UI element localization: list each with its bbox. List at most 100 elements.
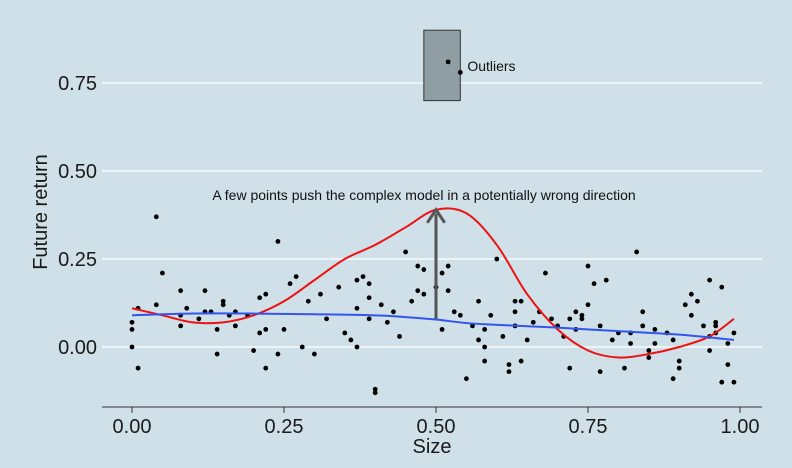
data-point (652, 341, 658, 346)
data-point (713, 319, 719, 325)
data-point (652, 327, 658, 332)
data-point (470, 323, 475, 329)
outlier-box (423, 29, 461, 102)
data-point (567, 316, 573, 322)
y-tick-label: 0.50 (58, 161, 97, 183)
data-point (220, 302, 226, 308)
data-point (160, 270, 165, 276)
data-point (579, 316, 585, 322)
data-point (403, 249, 408, 255)
data-point (287, 281, 293, 287)
data-point (719, 284, 725, 290)
data-point (670, 376, 676, 382)
data-point (482, 327, 488, 332)
data-point (628, 341, 633, 346)
data-point (366, 281, 372, 287)
x-tick-label: 0.50 (417, 416, 456, 438)
data-point (372, 390, 378, 396)
arrow-annotation-label: A few points push the complex model in a… (212, 187, 635, 203)
data-point (500, 334, 506, 339)
data-point (482, 344, 488, 350)
data-point (543, 270, 548, 276)
data-point (232, 323, 238, 329)
data-point (701, 323, 706, 329)
data-point (299, 344, 305, 350)
data-point (257, 295, 263, 301)
data-point (622, 365, 627, 371)
data-point (457, 312, 463, 318)
data-point (135, 365, 141, 371)
data-point (695, 298, 700, 304)
data-point (688, 312, 694, 318)
data-point (476, 337, 481, 343)
data-point (512, 309, 518, 315)
data-point (445, 288, 451, 294)
data-point (567, 365, 573, 371)
x-tick-label: 0.75 (569, 416, 608, 438)
data-point (457, 70, 463, 75)
data-point (129, 319, 135, 325)
data-point (482, 358, 488, 364)
data-point (646, 348, 652, 353)
complex-model-line (131, 207, 735, 359)
data-point (129, 327, 135, 332)
data-point (275, 351, 281, 357)
data-point (275, 239, 281, 244)
y-tick-label: 0.00 (58, 337, 97, 359)
data-point (263, 365, 269, 371)
data-point (305, 298, 311, 304)
data-point (439, 327, 445, 332)
x-tick-label: 0.00 (113, 416, 152, 438)
data-point (688, 291, 694, 297)
data-point (512, 298, 518, 304)
data-point (312, 351, 317, 357)
data-point (725, 341, 731, 346)
data-point (439, 270, 445, 276)
data-point (251, 348, 256, 353)
y-axis-ticks: 0.00 0.25 0.50 0.75 (58, 73, 97, 359)
data-point (646, 355, 652, 360)
data-point (354, 277, 360, 283)
x-axis-ticks: 0.00 0.25 0.50 0.75 1.00 (113, 407, 759, 438)
data-point (591, 281, 597, 287)
data-point (476, 298, 481, 304)
simple-model-line (131, 312, 735, 341)
data-points (129, 59, 737, 396)
data-point (409, 298, 415, 304)
data-point (196, 316, 202, 322)
data-point (451, 309, 457, 315)
x-tick-label: 0.25 (265, 416, 304, 438)
data-point (184, 305, 190, 311)
data-point (597, 323, 603, 329)
data-point (731, 330, 737, 336)
data-point (713, 323, 719, 329)
y-tick-label: 0.75 (58, 73, 97, 95)
data-point (366, 295, 372, 301)
data-point (518, 358, 524, 364)
data-point (682, 302, 688, 308)
data-point (676, 358, 682, 364)
y-tick-label: 0.25 (58, 249, 97, 271)
data-point (707, 348, 712, 353)
data-point (153, 302, 159, 308)
data-point (378, 302, 384, 308)
data-point (293, 274, 299, 279)
data-point (336, 284, 342, 290)
data-point (530, 319, 536, 325)
data-point (421, 267, 427, 272)
data-point (524, 337, 530, 343)
data-point (585, 302, 591, 308)
y-axis-title: Future return (30, 154, 52, 270)
data-point (324, 316, 329, 322)
data-point (372, 386, 378, 392)
data-point (354, 344, 360, 350)
data-point (415, 263, 421, 269)
data-point (725, 362, 731, 367)
data-point (609, 337, 615, 343)
data-point (214, 351, 220, 357)
data-point (707, 277, 712, 283)
arrow-head (426, 207, 446, 224)
data-point (214, 327, 220, 332)
data-point (597, 369, 603, 375)
